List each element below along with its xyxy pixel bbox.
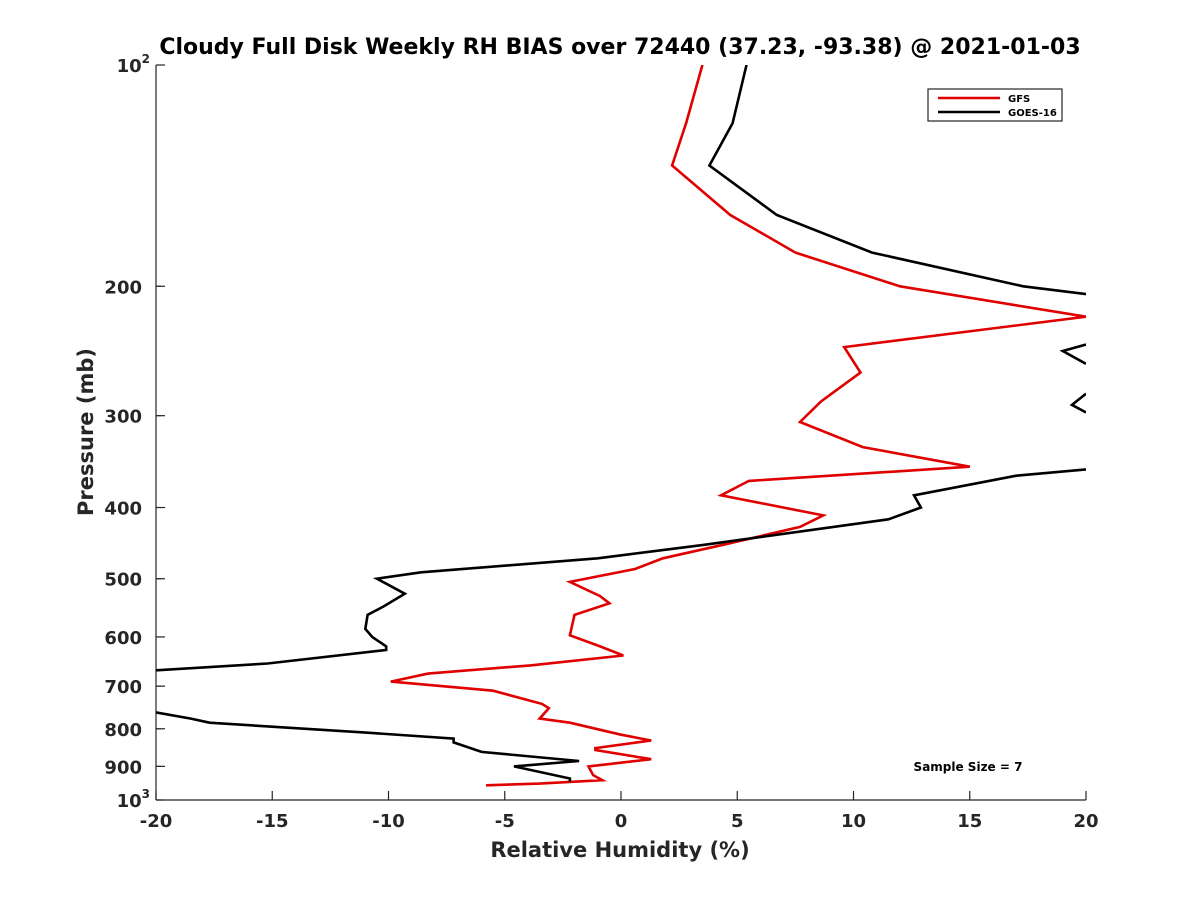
- x-tick-label: -5: [495, 811, 515, 832]
- y-tick-label: 200: [104, 277, 142, 298]
- series-line-goes-16-seg-1: [1059, 343, 1086, 365]
- y-tick-label: 400: [104, 499, 142, 520]
- x-axis-ticks: -20 -15 -10 -5 0 5 10 15 20: [140, 791, 1099, 832]
- series-line-goes-16-seg-4: [156, 711, 580, 782]
- y-tick-label: 600: [104, 628, 142, 649]
- x-tick-label: -15: [256, 811, 289, 832]
- x-axis-label: Relative Humidity (%): [490, 838, 749, 862]
- series-line-gfs: [390, 65, 1086, 787]
- series-line-goes-16-seg-0: [707, 65, 1086, 296]
- y-tick-label: 103: [117, 787, 150, 812]
- series-line-goes-16-seg-3: [156, 468, 1086, 672]
- x-tick-label: 20: [1073, 811, 1098, 832]
- legend: GFS GOES-16: [927, 88, 1063, 122]
- x-tick-label: 5: [731, 811, 744, 832]
- x-tick-label: 10: [841, 811, 866, 832]
- sample-size-note: Sample Size = 7: [914, 760, 1023, 774]
- plot-area: [155, 65, 1086, 801]
- y-axis-label: Pressure (mb): [74, 348, 98, 516]
- y-tick-label: 102: [117, 52, 150, 77]
- y-tick-label: 700: [104, 677, 142, 698]
- x-tick-label: 15: [957, 811, 982, 832]
- y-tick-label: 800: [104, 720, 142, 741]
- legend-label: GFS: [1008, 94, 1030, 105]
- y-tick-label: 900: [104, 757, 142, 778]
- y-tick-label: 500: [104, 570, 142, 591]
- y-axis-ticks: 102 200 300 400 500 600 700 800 900 103: [104, 52, 165, 812]
- legend-box: [927, 88, 1063, 122]
- x-tick-label: -10: [372, 811, 405, 832]
- legend-label: GOES-16: [1008, 108, 1057, 119]
- y-tick-label: 300: [104, 407, 142, 428]
- x-tick-label: 0: [615, 811, 628, 832]
- chart-title: Cloudy Full Disk Weekly RH BIAS over 724…: [159, 35, 1080, 60]
- series-line-goes-16-seg-2: [1069, 392, 1086, 414]
- x-tick-label: -20: [140, 811, 173, 832]
